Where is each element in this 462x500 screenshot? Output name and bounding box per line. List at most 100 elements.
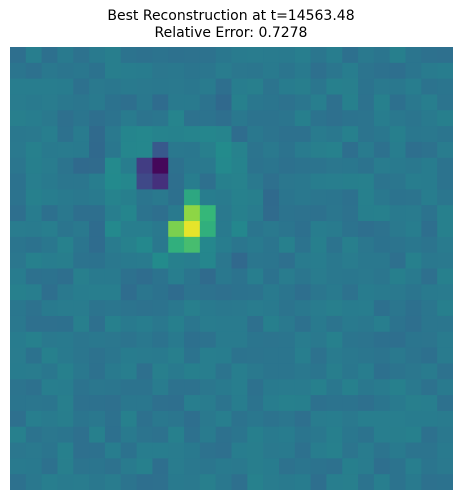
heatmap-cell xyxy=(10,205,27,222)
heatmap-cell xyxy=(152,410,169,428)
heatmap-cell xyxy=(342,236,359,254)
heatmap-cell xyxy=(405,236,422,254)
heatmap-cell xyxy=(310,442,328,459)
heatmap-cell xyxy=(231,110,248,127)
heatmap-cell xyxy=(199,442,217,459)
heatmap-cell xyxy=(342,62,359,80)
heatmap-cell xyxy=(247,268,264,285)
heatmap-cell xyxy=(41,474,59,490)
heatmap-cell xyxy=(152,426,169,444)
heatmap-cell xyxy=(104,331,122,349)
heatmap-cell xyxy=(215,300,233,317)
heatmap-cell xyxy=(342,410,359,428)
heatmap-cell xyxy=(215,236,233,254)
heatmap-cell xyxy=(389,252,407,270)
heatmap-cell xyxy=(215,62,233,80)
heatmap-cell xyxy=(389,110,407,127)
heatmap-cell xyxy=(199,379,217,396)
heatmap-cell xyxy=(215,157,233,175)
heatmap-cell xyxy=(89,126,106,143)
heatmap-cell xyxy=(358,379,375,396)
heatmap-cell xyxy=(10,62,27,80)
heatmap-cell xyxy=(199,458,217,475)
heatmap-cell xyxy=(104,410,122,428)
heatmap-cell xyxy=(278,284,296,301)
heatmap-cell xyxy=(136,347,153,365)
heatmap-cell xyxy=(326,347,343,365)
heatmap-cell xyxy=(57,173,74,190)
heatmap-cell xyxy=(104,347,122,365)
heatmap-cell xyxy=(184,94,201,111)
heatmap-cell xyxy=(294,94,312,111)
heatmap-cell xyxy=(358,236,375,254)
heatmap-cell xyxy=(326,94,343,111)
heatmap-cell xyxy=(89,458,106,475)
heatmap-cell xyxy=(152,141,169,159)
heatmap-cell xyxy=(89,474,106,490)
heatmap-cell xyxy=(215,426,233,444)
heatmap-cell xyxy=(41,395,59,412)
heatmap-cell xyxy=(25,173,43,190)
heatmap-cell xyxy=(263,78,280,96)
heatmap-cell xyxy=(373,205,391,222)
heatmap-cell xyxy=(152,173,169,190)
heatmap-cell xyxy=(437,236,453,254)
heatmap-cell xyxy=(231,252,248,270)
heatmap-cell xyxy=(25,252,43,270)
heatmap-cell xyxy=(389,62,407,80)
heatmap-cell xyxy=(73,252,90,270)
heatmap-cell xyxy=(326,126,343,143)
heatmap-cell xyxy=(25,236,43,254)
heatmap-cell xyxy=(231,379,248,396)
heatmap-cell xyxy=(310,47,328,64)
heatmap-cell xyxy=(41,442,59,459)
heatmap-cell xyxy=(231,458,248,475)
heatmap-cell xyxy=(89,426,106,444)
heatmap-cell xyxy=(152,331,169,349)
heatmap-cell xyxy=(231,331,248,349)
heatmap-cell xyxy=(184,173,201,190)
heatmap-cell xyxy=(326,252,343,270)
heatmap-cell xyxy=(184,62,201,80)
heatmap-cell xyxy=(342,300,359,317)
heatmap-cell xyxy=(421,395,438,412)
heatmap-cell xyxy=(168,426,185,444)
heatmap-cell xyxy=(373,284,391,301)
heatmap-cell xyxy=(57,410,74,428)
heatmap-cell xyxy=(136,62,153,80)
heatmap-cell xyxy=(437,62,453,80)
heatmap-cell xyxy=(437,347,453,365)
heatmap-cell xyxy=(120,205,138,222)
heatmap-cell xyxy=(41,62,59,80)
heatmap-cell xyxy=(231,410,248,428)
heatmap-cell xyxy=(389,363,407,380)
heatmap-cell xyxy=(152,62,169,80)
heatmap-cell xyxy=(57,284,74,301)
heatmap-cell xyxy=(136,47,153,64)
heatmap-cell xyxy=(199,62,217,80)
heatmap-cell xyxy=(73,236,90,254)
heatmap-cell xyxy=(168,252,185,270)
heatmap-cell xyxy=(57,300,74,317)
heatmap-cell xyxy=(184,189,201,206)
heatmap-cell xyxy=(437,126,453,143)
heatmap-cell xyxy=(421,442,438,459)
heatmap-cell xyxy=(437,379,453,396)
heatmap-cell xyxy=(73,47,90,64)
heatmap-cell xyxy=(136,268,153,285)
heatmap-cell xyxy=(310,395,328,412)
heatmap-cell xyxy=(136,110,153,127)
heatmap-cell xyxy=(57,426,74,444)
heatmap-cell xyxy=(199,141,217,159)
heatmap-cell xyxy=(25,62,43,80)
heatmap-cell xyxy=(342,78,359,96)
heatmap-cell xyxy=(152,284,169,301)
heatmap-cell xyxy=(373,157,391,175)
heatmap-cell xyxy=(342,157,359,175)
heatmap-cell xyxy=(120,458,138,475)
heatmap-cell xyxy=(41,347,59,365)
heatmap-cell xyxy=(373,363,391,380)
heatmap-cell xyxy=(358,395,375,412)
heatmap-cell xyxy=(57,221,74,238)
heatmap-cell xyxy=(263,410,280,428)
